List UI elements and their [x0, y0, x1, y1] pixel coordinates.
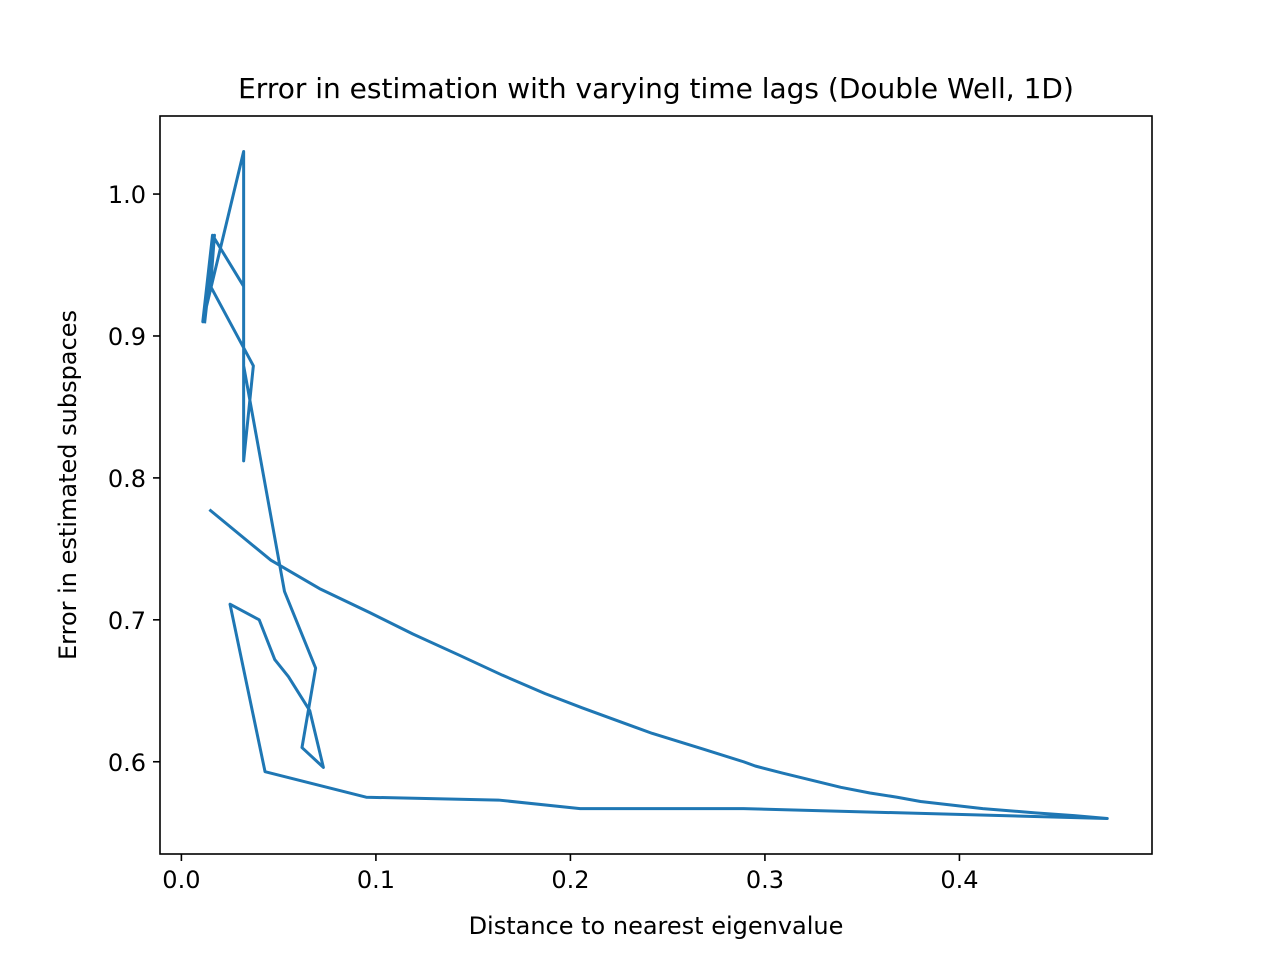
y-axis-label: Error in estimated subspaces	[54, 310, 82, 660]
x-tick-label: 0.4	[940, 866, 978, 894]
axes-background	[160, 116, 1152, 854]
plot-area	[160, 116, 1152, 854]
y-tick-label: 1.0	[108, 181, 146, 209]
x-tick-label: 0.1	[357, 866, 395, 894]
y-tick-label: 0.8	[108, 465, 146, 493]
series-layer	[201, 149, 1109, 821]
chart-title: Error in estimation with varying time la…	[238, 72, 1074, 105]
axes-frame	[159, 115, 1153, 855]
x-tick-label: 0.3	[746, 866, 784, 894]
y-tick-label: 0.7	[108, 607, 146, 635]
series-line-0	[201, 149, 1109, 821]
y-tick-label: 0.9	[108, 323, 146, 351]
x-tick-label: 0.0	[162, 866, 200, 894]
y-axis-ticks: 0.6 0.7 0.8 0.9 1.0	[108, 181, 160, 777]
x-tick-label: 0.2	[551, 866, 589, 894]
y-tick-label: 0.6	[108, 749, 146, 777]
x-axis-ticks: 0.0 0.1 0.2 0.3 0.4	[162, 854, 979, 894]
x-axis-label: Distance to nearest eigenvalue	[469, 912, 844, 940]
